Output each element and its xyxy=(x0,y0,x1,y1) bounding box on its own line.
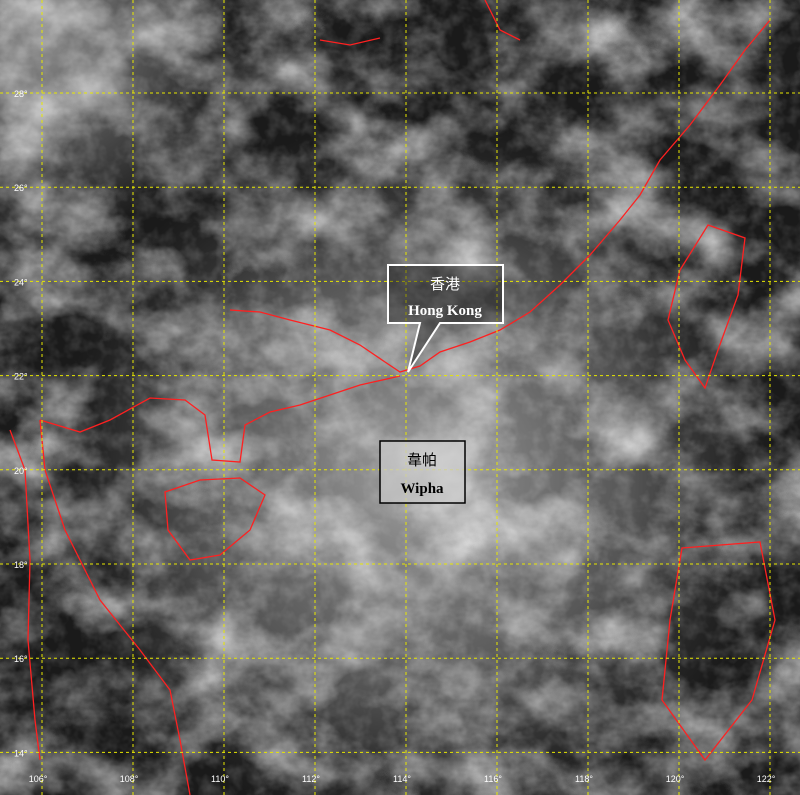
label-box xyxy=(379,440,466,504)
latitude-label: 18° xyxy=(14,560,28,570)
coastline xyxy=(661,541,776,762)
coastline xyxy=(667,224,746,390)
coastline xyxy=(484,0,521,41)
longitude-label: 122° xyxy=(757,774,776,784)
label-box xyxy=(387,264,504,373)
longitude-label: 120° xyxy=(666,774,685,784)
latitude-label: 16° xyxy=(14,654,28,664)
latitude-label: 26° xyxy=(14,183,28,193)
latitude-label: 28° xyxy=(14,89,28,99)
coastline xyxy=(9,429,41,761)
longitude-label: 110° xyxy=(211,774,229,784)
longitude-label: 114° xyxy=(393,774,411,784)
wipha-label: 韋帕 Wipha xyxy=(379,440,466,504)
hong-kong-label: 香港 Hong Kong xyxy=(387,264,504,373)
longitude-label: 108° xyxy=(120,774,139,784)
coastline xyxy=(229,19,771,373)
marker-name-zh: 香港 xyxy=(430,276,460,293)
coastlines xyxy=(9,0,776,795)
coastline xyxy=(39,419,191,795)
latitude-label: 20° xyxy=(14,466,28,476)
latitude-label: 22° xyxy=(14,372,28,382)
latitude-label: 14° xyxy=(14,748,28,758)
longitude-label: 116° xyxy=(484,774,502,784)
coastline xyxy=(319,37,381,46)
marker-name-en: Wipha xyxy=(400,481,444,497)
longitude-label: 112° xyxy=(302,774,320,784)
marker-name-en: Hong Kong xyxy=(408,303,482,319)
marker-name-zh: 韋帕 xyxy=(407,452,437,469)
longitude-label: 106° xyxy=(29,774,48,784)
longitude-label: 118° xyxy=(575,774,593,784)
coastline xyxy=(39,375,401,463)
coastline xyxy=(164,477,266,561)
latitude-label: 24° xyxy=(14,277,28,287)
